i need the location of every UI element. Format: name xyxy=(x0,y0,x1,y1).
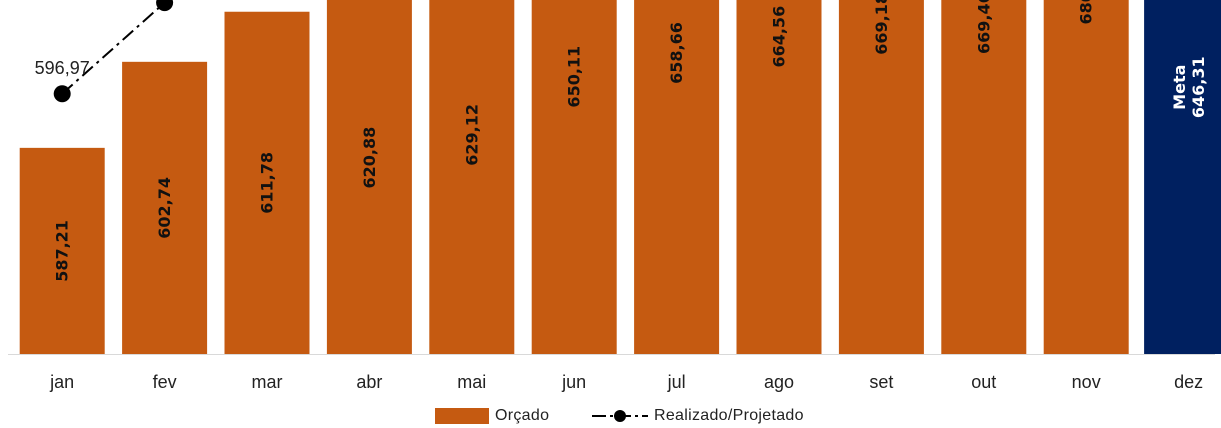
bar-label-fev: 602,74 xyxy=(155,177,174,239)
legend-label-orcado: Orçado xyxy=(495,407,550,424)
bar-label-mar: 611,78 xyxy=(258,152,277,214)
bar-orcado-abr xyxy=(326,0,412,354)
bar-orcado-fev xyxy=(122,61,208,354)
bar-label-jun: 650,11 xyxy=(565,46,584,108)
legend-item-orcado: Orçado xyxy=(435,404,549,428)
bar-label-out: 669,46 xyxy=(974,0,993,54)
bar-label-nov: 680,09 xyxy=(1077,0,1096,25)
x-tick-nov: nov xyxy=(1072,372,1101,392)
x-tick-out: out xyxy=(971,372,996,392)
point-realizado-jan xyxy=(53,85,71,103)
bar-orcado-jul xyxy=(634,0,720,354)
bar-label-abr: 620,88 xyxy=(360,127,379,189)
bar-label-mai: 629,12 xyxy=(462,104,481,166)
bar-orcado-jun xyxy=(531,0,617,354)
x-tick-jul: jul xyxy=(667,372,686,392)
x-tick-abr: abr xyxy=(356,372,382,392)
x-tick-dez: dez xyxy=(1174,372,1203,392)
meta-title: Meta xyxy=(1170,65,1189,110)
bar-label-jul: 658,66 xyxy=(667,22,686,84)
bar-orcado-ago xyxy=(736,0,822,354)
legend-swatch-orcado xyxy=(435,408,489,424)
x-tick-set: set xyxy=(869,372,893,392)
bars-group: 587,21 602,74 611,78 620,88 629,12 650,11 658,… xyxy=(19,0,1221,354)
x-tick-ago: ago xyxy=(764,372,794,392)
bar-label-set: 669,18 xyxy=(872,0,891,55)
bar-meta-dez xyxy=(1144,0,1221,354)
bar-orcado-set xyxy=(838,0,924,354)
bar-orcado-out xyxy=(941,0,1027,354)
legend-item-realizado: Realizado/Projetado xyxy=(590,404,804,428)
bar-orcado-nov xyxy=(1043,0,1129,354)
legend-label-realizado: Realizado/Projetado xyxy=(654,407,804,424)
meta-value-label: 646,31 xyxy=(1189,56,1208,118)
point-label-jan: 596,97 xyxy=(35,58,90,78)
x-tick-jun: jun xyxy=(561,372,586,392)
legend: Orçado Realizado/Projetado xyxy=(0,404,1221,428)
x-tick-jan: jan xyxy=(49,372,74,392)
bar-orcado-jan xyxy=(19,147,105,354)
bar-orcado-mar xyxy=(224,11,310,354)
x-tick-fev: fev xyxy=(153,372,177,392)
x-tick-mai: mai xyxy=(457,372,486,392)
bar-label-jan: 587,21 xyxy=(53,220,72,282)
legend-swatch-realizado xyxy=(592,410,648,422)
bar-label-ago: 664,56 xyxy=(770,6,789,68)
point-realizado-fev xyxy=(156,0,174,12)
x-tick-labels: jan fev mar abr mai jun jul ago set out nov dez xyxy=(49,372,1203,392)
bar-orcado-mai xyxy=(429,0,515,354)
x-tick-mar: mar xyxy=(252,372,283,392)
line-series-group: 596,97613,42624,62641,52657,84664,50671,… xyxy=(35,0,174,103)
